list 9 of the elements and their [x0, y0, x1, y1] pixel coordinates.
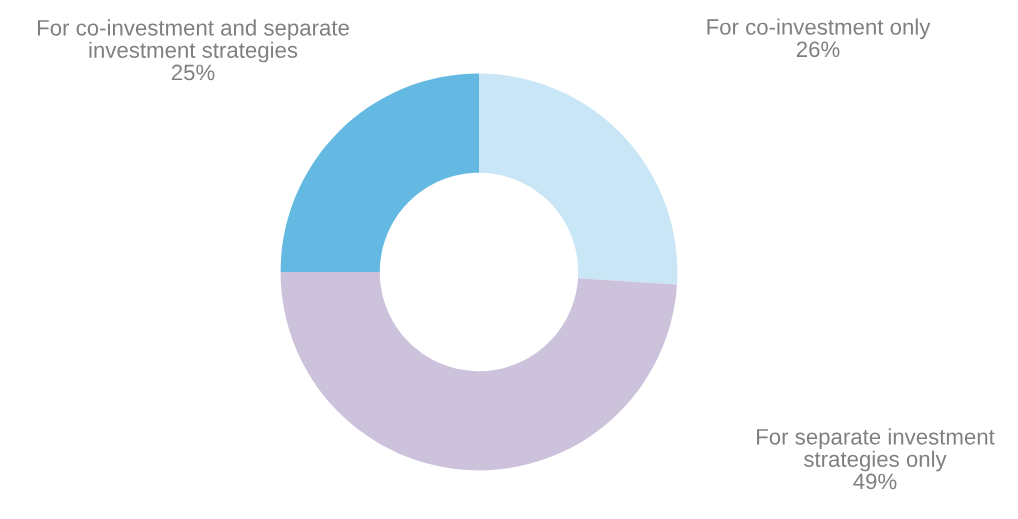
donut-slice	[280, 272, 678, 471]
donut-slice	[280, 73, 479, 272]
data-label: 25%	[171, 64, 215, 81]
slice-label: For co-investment and separate investment strategies	[37, 19, 349, 63]
slice-label: For separate investment strategies only	[757, 428, 995, 472]
data-label: 26%	[796, 41, 840, 58]
data-label: 49%	[853, 473, 897, 490]
slice-label: For co-investment only	[707, 18, 931, 40]
donut-slice	[479, 73, 678, 285]
